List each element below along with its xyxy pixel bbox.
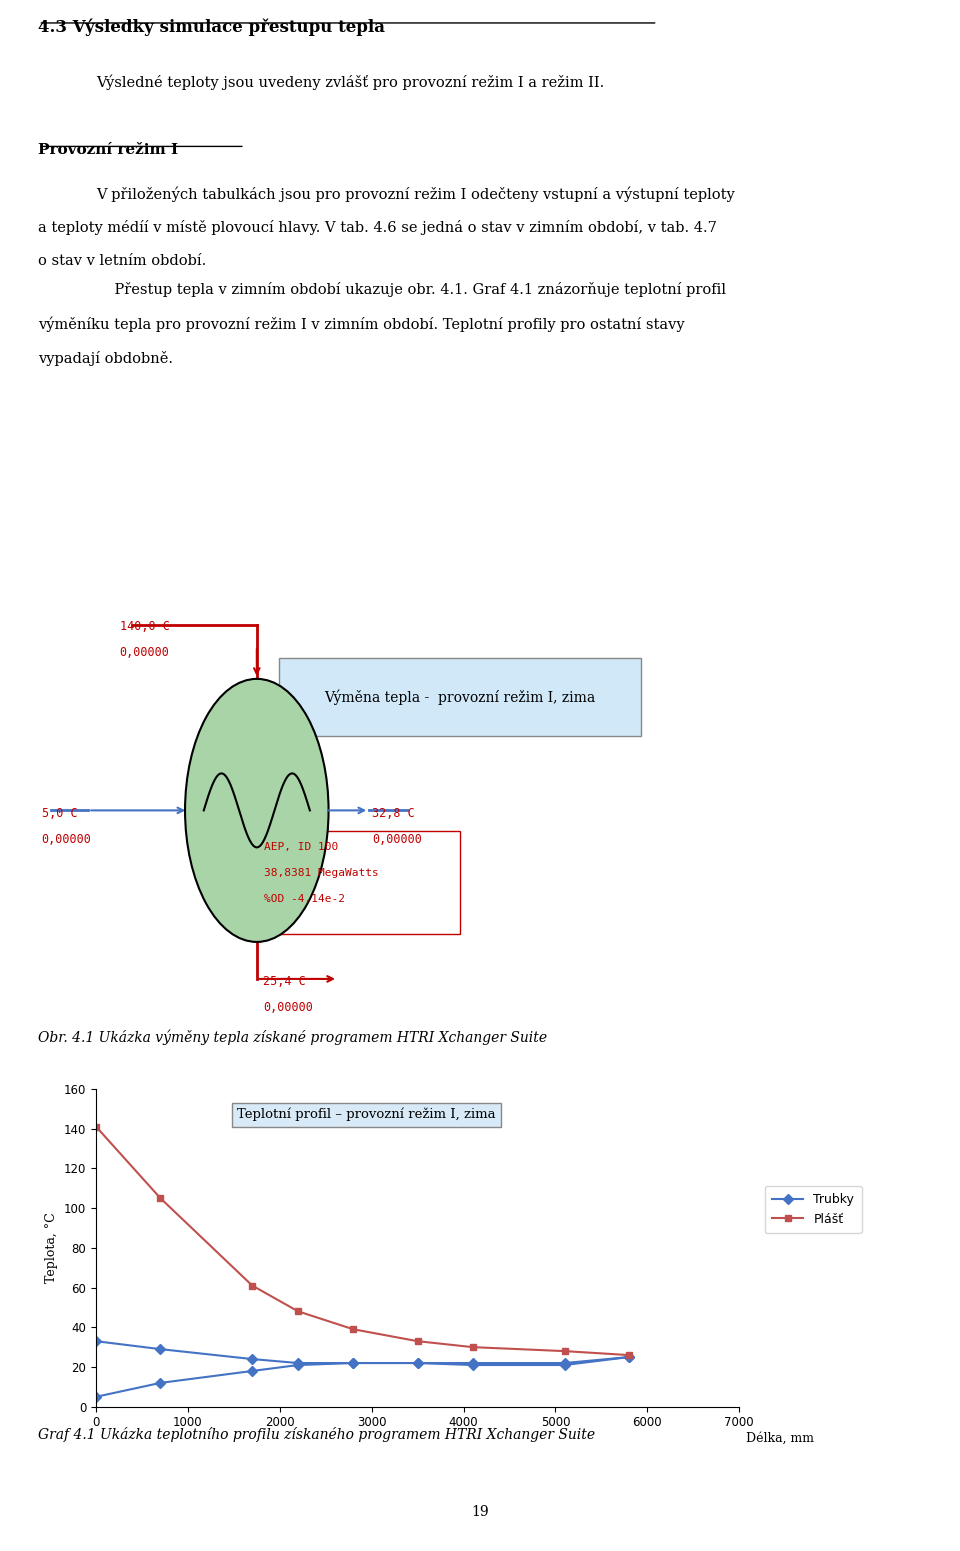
Plášť: [412, 1332, 423, 1351]
Text: Teplotní profil – provozní režim I, zima: Teplotní profil – provozní režim I, zima: [237, 1107, 495, 1121]
Text: 5,0 C: 5,0 C: [41, 807, 77, 820]
Plášť: [559, 1342, 570, 1360]
Plášť: [467, 1339, 478, 1357]
Text: 0,00000: 0,00000: [372, 833, 422, 847]
Text: Výměna tepla -  provozní režim I, zima: Výměna tepla - provozní režim I, zima: [324, 690, 595, 706]
Trubky: [90, 1388, 102, 1407]
Text: 25,4 C: 25,4 C: [263, 976, 306, 988]
Text: AEP, ID 100: AEP, ID 100: [264, 842, 339, 851]
Plášť: [155, 1188, 166, 1207]
Ellipse shape: [185, 679, 328, 941]
FancyBboxPatch shape: [253, 831, 460, 934]
Legend: Trubky, Plášť: Trubky, Plášť: [765, 1187, 862, 1233]
Text: Obr. 4.1 Ukázka výměny tepla získané programem HTRI Xchanger Suite: Obr. 4.1 Ukázka výměny tepla získané pro…: [38, 1030, 547, 1045]
Line: Trubky: Trubky: [92, 1354, 633, 1401]
Text: 4.3 Výsledky simulace přestupu tepla: 4.3 Výsledky simulace přestupu tepla: [38, 19, 385, 36]
Trubky: [467, 1356, 478, 1374]
Text: 19: 19: [471, 1504, 489, 1520]
Trubky: [559, 1356, 570, 1374]
Text: a teploty médíí v místě plovoucí hlavy. V tab. 4.6 se jedná o stav v zimním obdo: a teploty médíí v místě plovoucí hlavy. …: [38, 220, 717, 236]
Text: 0,00000: 0,00000: [120, 645, 169, 659]
Plášť: [623, 1346, 635, 1365]
Text: 0,00000: 0,00000: [263, 1000, 313, 1014]
Line: Plášť: Plášť: [92, 1123, 633, 1359]
Text: výměníku tepla pro provozní režim I v zimním období. Teplotní profily pro ostatn: výměníku tepla pro provozní režim I v zi…: [38, 316, 685, 332]
Text: o stav v letním období.: o stav v letním období.: [38, 254, 206, 268]
Text: 0,00000: 0,00000: [41, 833, 91, 847]
Plášť: [293, 1303, 304, 1321]
Trubky: [293, 1356, 304, 1374]
Text: %OD -4,14e-2: %OD -4,14e-2: [264, 895, 346, 904]
Text: 38,8381 MegaWatts: 38,8381 MegaWatts: [264, 869, 379, 878]
Plášť: [348, 1320, 359, 1339]
Trubky: [412, 1354, 423, 1373]
Y-axis label: Teplota, °C: Teplota, °C: [45, 1213, 59, 1283]
Text: Délka, mm: Délka, mm: [746, 1432, 814, 1446]
FancyBboxPatch shape: [278, 658, 640, 737]
Text: Výsledné teploty jsou uvedeny zvlášť pro provozní režim I a režim II.: Výsledné teploty jsou uvedeny zvlášť pro…: [96, 74, 604, 90]
Text: vypadají obdobně.: vypadají obdobně.: [38, 351, 174, 366]
Plášť: [247, 1276, 258, 1295]
Text: 140,0 C: 140,0 C: [120, 620, 169, 633]
Trubky: [348, 1354, 359, 1373]
Text: Provozní režim I: Provozní režim I: [38, 143, 179, 157]
Text: 32,8 C: 32,8 C: [372, 807, 415, 820]
Trubky: [247, 1362, 258, 1380]
Plášť: [90, 1117, 102, 1135]
Text: Graf 4.1 Ukázka teplotního profilu získaného programem HTRI Xchanger Suite: Graf 4.1 Ukázka teplotního profilu získa…: [38, 1427, 595, 1442]
Trubky: [623, 1348, 635, 1366]
Trubky: [155, 1374, 166, 1393]
Text: Přestup tepla v zimním období ukazuje obr. 4.1. Graf 4.1 znázorňuje teplotní pro: Přestup tepla v zimním období ukazuje ob…: [96, 282, 726, 298]
Text: V přiložených tabulkách jsou pro provozní režim I odečteny vstupní a výstupní te: V přiložených tabulkách jsou pro provozn…: [96, 186, 734, 202]
